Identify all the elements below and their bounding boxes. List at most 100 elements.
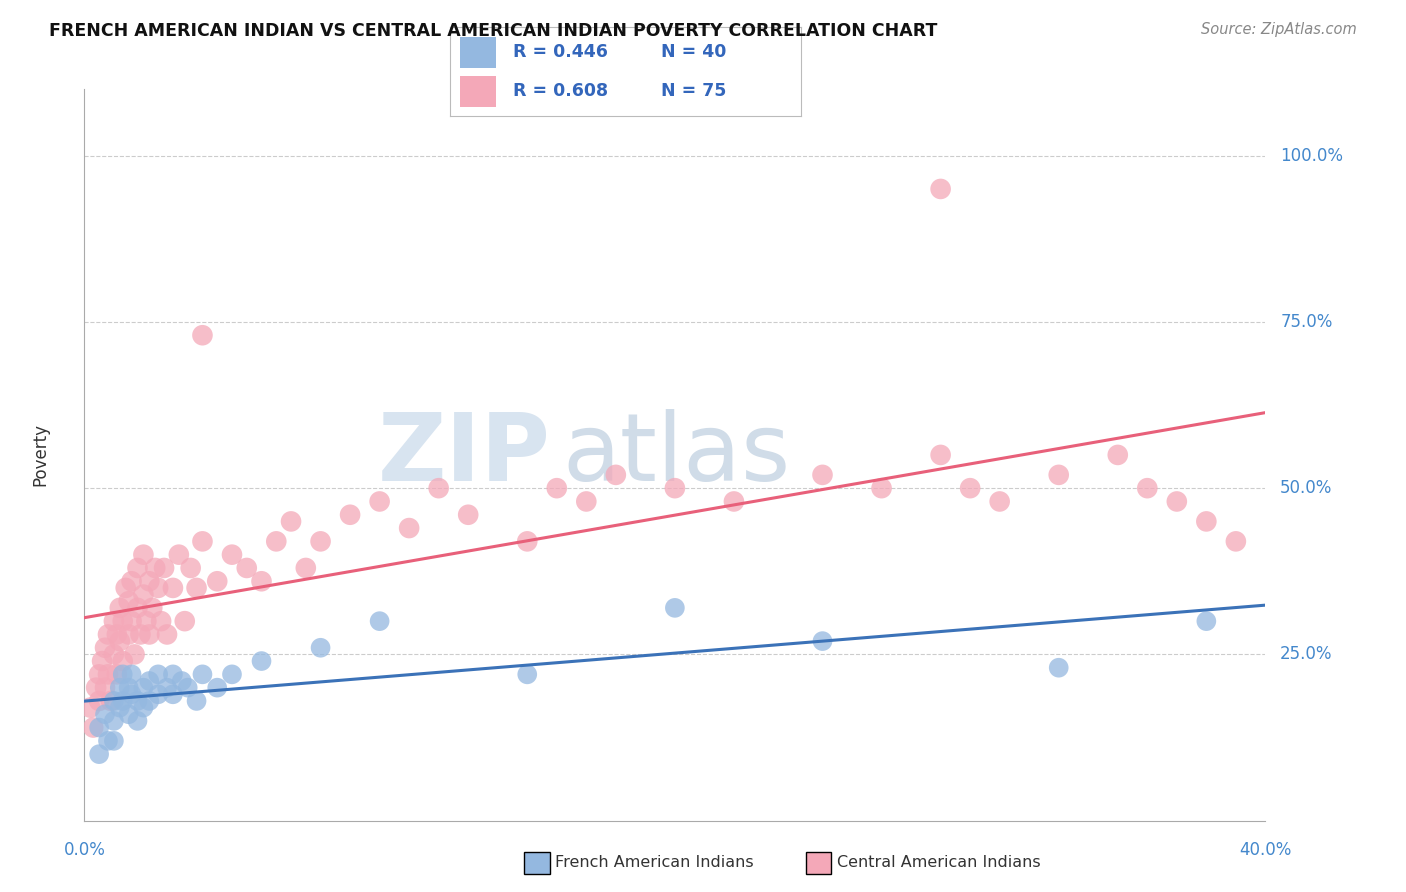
Point	[143, 561, 166, 575]
Point	[516, 667, 538, 681]
Point	[1225, 534, 1247, 549]
Point	[1047, 661, 1070, 675]
Point	[280, 515, 302, 529]
Point	[162, 581, 184, 595]
Point	[457, 508, 479, 522]
Point	[295, 561, 318, 575]
Point	[121, 667, 143, 681]
Text: FRENCH AMERICAN INDIAN VS CENTRAL AMERICAN INDIAN POVERTY CORRELATION CHART: FRENCH AMERICAN INDIAN VS CENTRAL AMERIC…	[49, 22, 938, 40]
Point	[124, 648, 146, 662]
Point	[138, 694, 160, 708]
Point	[191, 534, 214, 549]
Point	[121, 687, 143, 701]
Point	[132, 588, 155, 602]
Point	[191, 667, 214, 681]
Point	[121, 614, 143, 628]
Point	[1136, 481, 1159, 495]
Point	[105, 627, 128, 641]
Text: R = 0.608: R = 0.608	[513, 82, 609, 100]
Point	[1195, 614, 1218, 628]
Point	[368, 614, 391, 628]
Point	[132, 681, 155, 695]
Point	[368, 494, 391, 508]
Text: N = 75: N = 75	[661, 82, 725, 100]
Point	[929, 182, 952, 196]
Text: atlas: atlas	[562, 409, 792, 501]
Point	[811, 634, 834, 648]
Point	[162, 667, 184, 681]
Point	[664, 481, 686, 495]
Point	[811, 467, 834, 482]
Point	[94, 707, 117, 722]
Point	[118, 681, 141, 695]
Point	[100, 694, 122, 708]
Point	[129, 627, 152, 641]
Point	[127, 714, 149, 728]
Point	[118, 627, 141, 641]
Text: Poverty: Poverty	[31, 424, 49, 486]
Point	[988, 494, 1011, 508]
Point	[309, 640, 332, 655]
Point	[138, 574, 160, 589]
Point	[138, 627, 160, 641]
Point	[87, 747, 111, 761]
Point	[929, 448, 952, 462]
Text: ZIP: ZIP	[378, 409, 551, 501]
Point	[141, 600, 163, 615]
Text: 50.0%: 50.0%	[1281, 479, 1333, 497]
Point	[221, 667, 243, 681]
Point	[103, 614, 125, 628]
Point	[94, 681, 117, 695]
Point	[959, 481, 981, 495]
Point	[82, 721, 104, 735]
Point	[103, 734, 125, 748]
Point	[111, 654, 134, 668]
Text: French American Indians: French American Indians	[555, 855, 754, 870]
Point	[1166, 494, 1188, 508]
Point	[177, 681, 200, 695]
Point	[114, 581, 136, 595]
Text: 25.0%: 25.0%	[1281, 646, 1333, 664]
Point	[148, 687, 170, 701]
Point	[97, 667, 120, 681]
Text: R = 0.446: R = 0.446	[513, 43, 607, 61]
Point	[546, 481, 568, 495]
Point	[127, 600, 149, 615]
Point	[1107, 448, 1129, 462]
Point	[103, 648, 125, 662]
Point	[221, 548, 243, 562]
Point	[191, 328, 214, 343]
Point	[250, 654, 273, 668]
Point	[186, 581, 208, 595]
Point	[1047, 467, 1070, 482]
Point	[132, 548, 155, 562]
Point	[309, 534, 332, 549]
Point	[111, 614, 134, 628]
FancyBboxPatch shape	[461, 37, 496, 68]
Point	[127, 561, 149, 575]
Point	[156, 681, 179, 695]
Point	[427, 481, 450, 495]
Text: Source: ZipAtlas.com: Source: ZipAtlas.com	[1201, 22, 1357, 37]
Point	[105, 667, 128, 681]
Point	[111, 667, 134, 681]
Point	[87, 721, 111, 735]
FancyBboxPatch shape	[461, 76, 496, 107]
Point	[1195, 515, 1218, 529]
Text: Central American Indians: Central American Indians	[837, 855, 1040, 870]
Point	[398, 521, 420, 535]
Point	[87, 667, 111, 681]
Point	[186, 694, 208, 708]
Point	[180, 561, 202, 575]
Point	[205, 681, 228, 695]
Text: 0.0%: 0.0%	[63, 840, 105, 859]
Point	[132, 700, 155, 714]
Point	[162, 687, 184, 701]
Text: 100.0%: 100.0%	[1281, 146, 1343, 165]
Point	[148, 667, 170, 681]
Point	[108, 700, 131, 714]
Point	[205, 574, 228, 589]
Point	[516, 534, 538, 549]
Point	[150, 614, 173, 628]
Point	[91, 654, 114, 668]
